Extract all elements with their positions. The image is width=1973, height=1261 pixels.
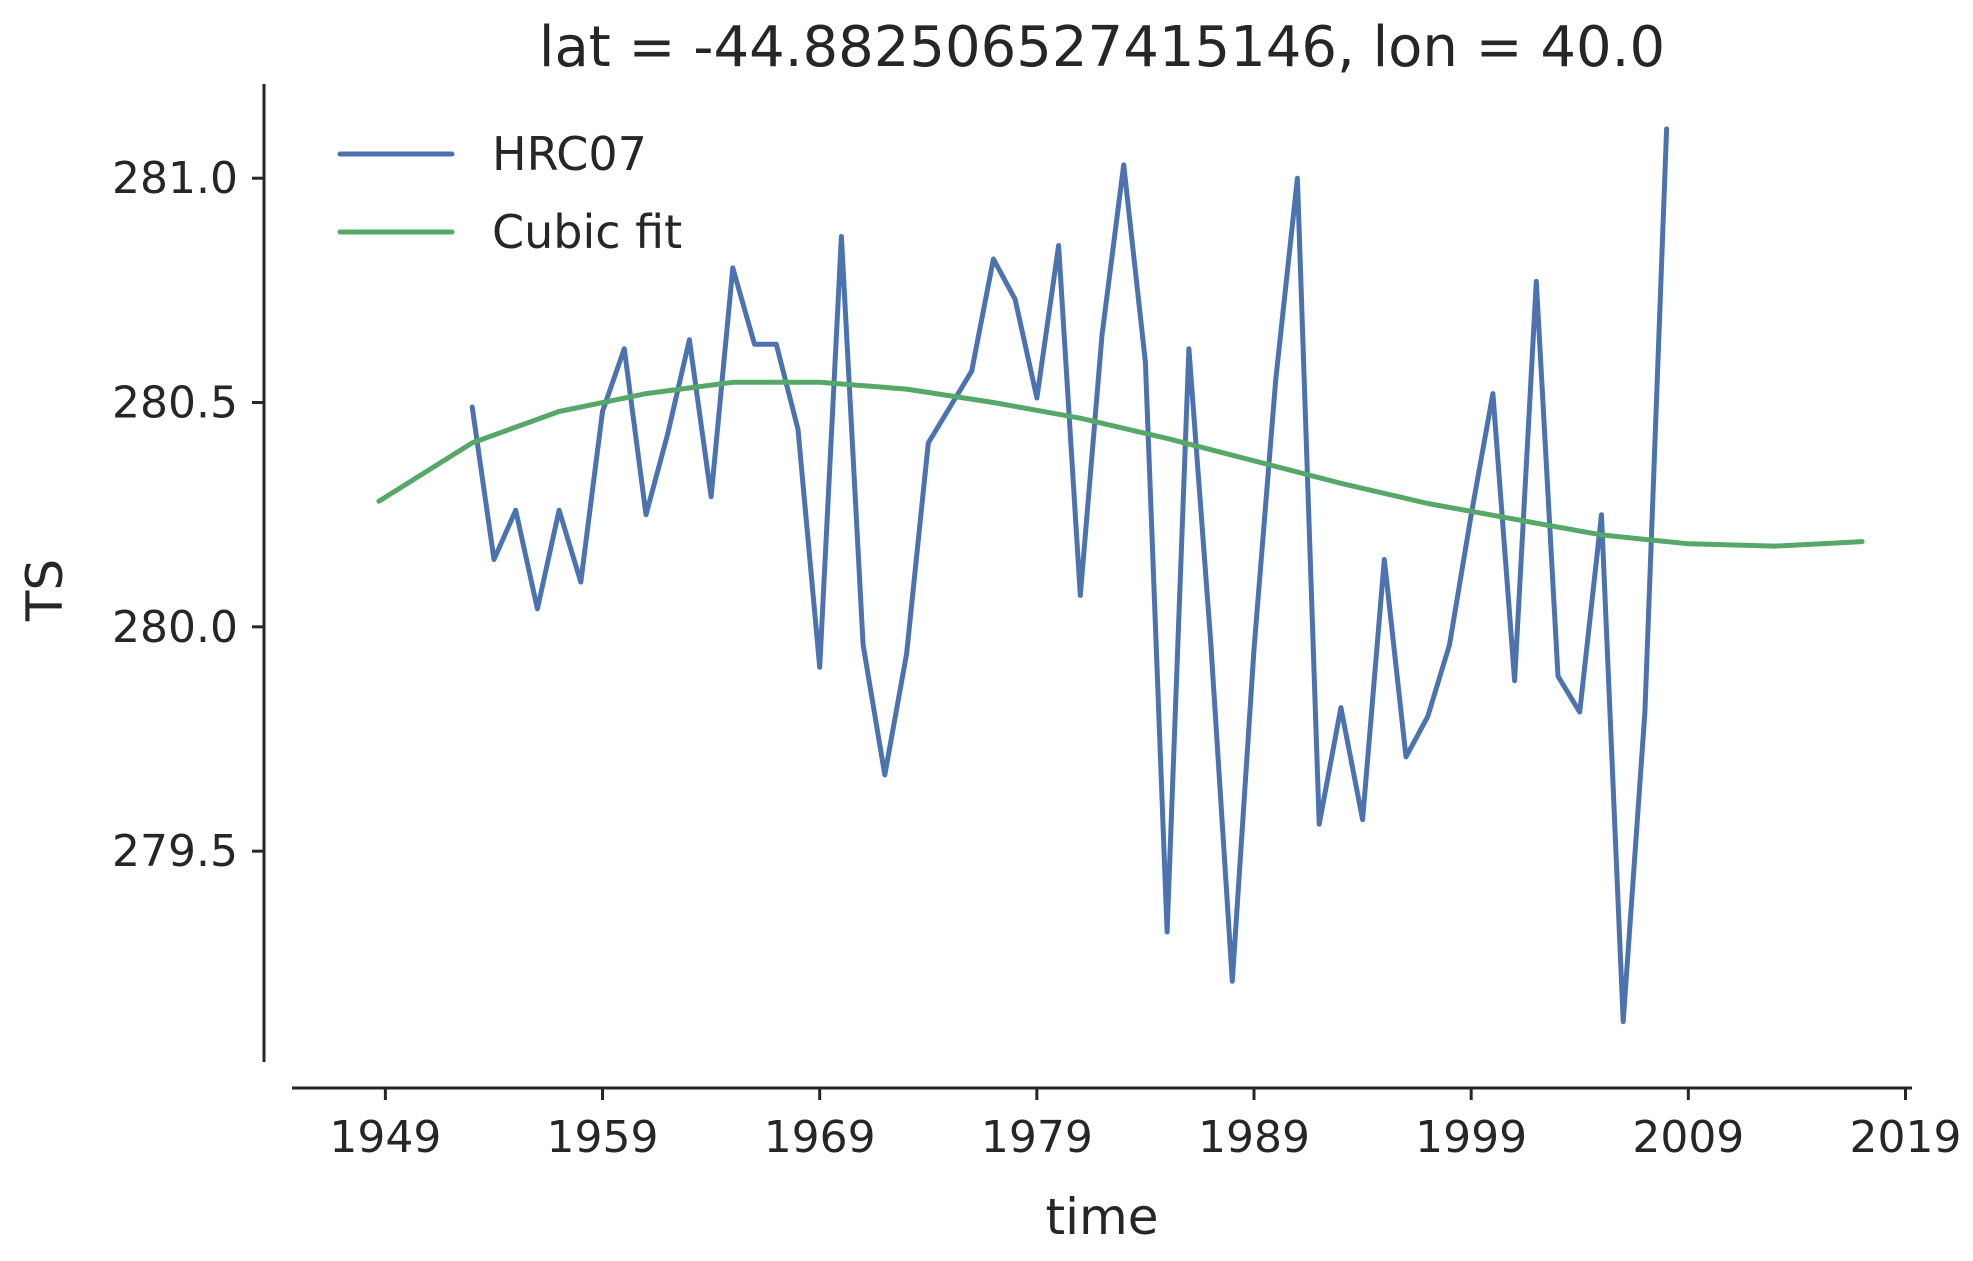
x-tick-label: 1999 [1415,1112,1527,1163]
chart-title: lat = -44.882506527415146, lon = 40.0 [539,15,1665,80]
series-line-cubic-fit [376,379,1865,549]
x-tick-label: 1989 [1198,1112,1310,1163]
legend-label: HRC07 [492,127,647,181]
series-line-hrc07 [469,126,1670,1025]
x-tick-label: 1949 [329,1112,441,1163]
x-ticks: 1949 1959 1969 1979 1989 1999 2009 2019 [329,1088,1961,1163]
x-tick-label: 1969 [764,1112,876,1163]
series-group [376,126,1865,1025]
y-tick-label: 281.0 [112,153,238,204]
y-tick-label: 280.5 [112,378,238,429]
y-axis-label: TS [16,559,74,622]
y-ticks: 279.5 280.0 280.5 281.0 [112,153,264,877]
x-tick-label: 1959 [547,1112,659,1163]
x-tick-label: 2009 [1632,1112,1744,1163]
legend-label: Cubic fit [492,205,682,259]
y-tick-label: 280.0 [112,602,238,653]
x-tick-label: 2019 [1849,1112,1961,1163]
y-tick-label: 279.5 [112,826,238,877]
x-axis-label: time [1046,1188,1159,1246]
legend: HRC07 Cubic fit [337,127,682,259]
x-tick-label: 1979 [981,1112,1093,1163]
